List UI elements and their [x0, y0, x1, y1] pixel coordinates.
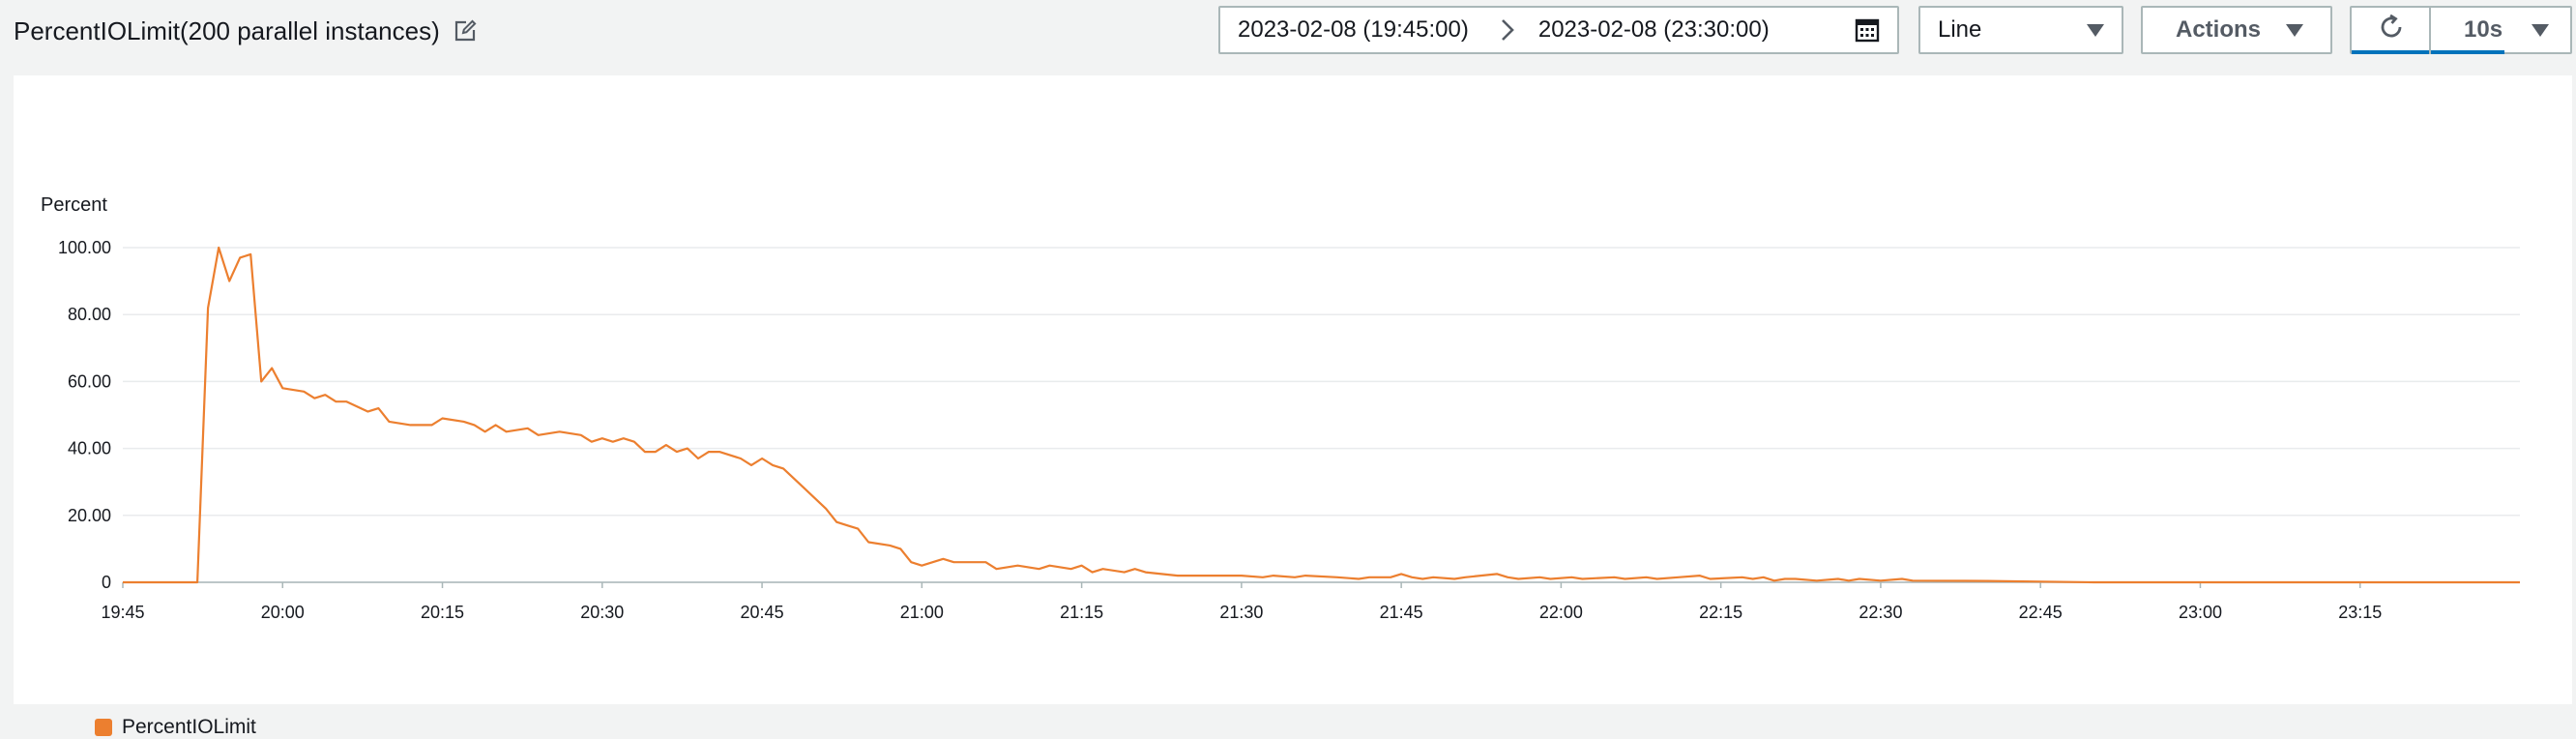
- date-range-picker[interactable]: 2023-02-08 (19:45:00) 2023-02-08 (23:30:…: [1218, 6, 1899, 54]
- actions-label: Actions: [2176, 16, 2261, 44]
- x-tick-label: 21:30: [1219, 603, 1263, 622]
- y-tick-label: 60.00: [68, 371, 111, 391]
- refresh-interval-select[interactable]: 10s: [2429, 6, 2572, 54]
- chart-legend: PercentIOLimit: [95, 716, 256, 739]
- line-chart: 0 20.00 40.00 60.00 80.00 100.00 Percent 19:45 2…: [14, 75, 2572, 704]
- x-tick-label: 20:45: [741, 603, 784, 622]
- edit-icon[interactable]: [454, 19, 477, 43]
- refresh-button[interactable]: [2350, 6, 2431, 54]
- widget-title: PercentIOLimit(200 parallel instances): [14, 16, 440, 46]
- x-tick-label: 20:00: [261, 603, 305, 622]
- x-tick-label: 19:45: [101, 603, 144, 622]
- refresh-active-indicator: [2352, 50, 2429, 54]
- caret-down-icon: [2532, 24, 2549, 37]
- y-tick-label: 40.00: [68, 439, 111, 458]
- date-range-end[interactable]: 2023-02-08 (23:30:00): [1538, 16, 1855, 44]
- series-line-percentiolimit: [123, 248, 2520, 582]
- chevron-right-icon: [1498, 16, 1517, 44]
- chart-panel: 0 20.00 40.00 60.00 80.00 100.00 Percent 19:45 2…: [14, 75, 2572, 704]
- widget-title-group: PercentIOLimit(200 parallel instances): [14, 14, 477, 48]
- chart-type-value: Line: [1938, 16, 1981, 44]
- x-tick-label: 21:00: [900, 603, 944, 622]
- caret-down-icon: [2087, 24, 2104, 37]
- refresh-interval-value: 10s: [2464, 16, 2503, 44]
- x-tick-label: 22:30: [1859, 603, 1902, 622]
- x-tick-label: 22:15: [1699, 603, 1742, 622]
- legend-label[interactable]: PercentIOLimit: [122, 716, 256, 739]
- x-tick-label: 23:15: [2338, 603, 2382, 622]
- refresh-icon: [2377, 13, 2406, 48]
- y-axis-label: Percent: [41, 194, 107, 216]
- chart-type-select[interactable]: Line: [1918, 6, 2123, 54]
- caret-down-icon: [2286, 24, 2303, 37]
- interval-active-indicator: [2431, 50, 2504, 54]
- y-tick-label: 0: [102, 573, 111, 592]
- dashboard-header: PercentIOLimit(200 parallel instances) 2…: [0, 0, 2576, 74]
- legend-swatch: [95, 719, 112, 736]
- x-tick-label: 23:00: [2179, 603, 2222, 622]
- y-tick-label: 80.00: [68, 305, 111, 324]
- y-tick-label: 100.00: [58, 238, 111, 257]
- actions-button[interactable]: Actions: [2141, 6, 2332, 54]
- x-tick-label: 20:30: [580, 603, 624, 622]
- x-tick-label: 22:45: [2019, 603, 2063, 622]
- x-tick-label: 22:00: [1539, 603, 1583, 622]
- date-range-start[interactable]: 2023-02-08 (19:45:00): [1238, 16, 1469, 44]
- x-tick-label: 20:15: [421, 603, 464, 622]
- y-tick-label: 20.00: [68, 506, 111, 525]
- calendar-icon[interactable]: [1855, 17, 1880, 43]
- x-tick-label: 21:15: [1060, 603, 1103, 622]
- x-tick-label: 21:45: [1380, 603, 1423, 622]
